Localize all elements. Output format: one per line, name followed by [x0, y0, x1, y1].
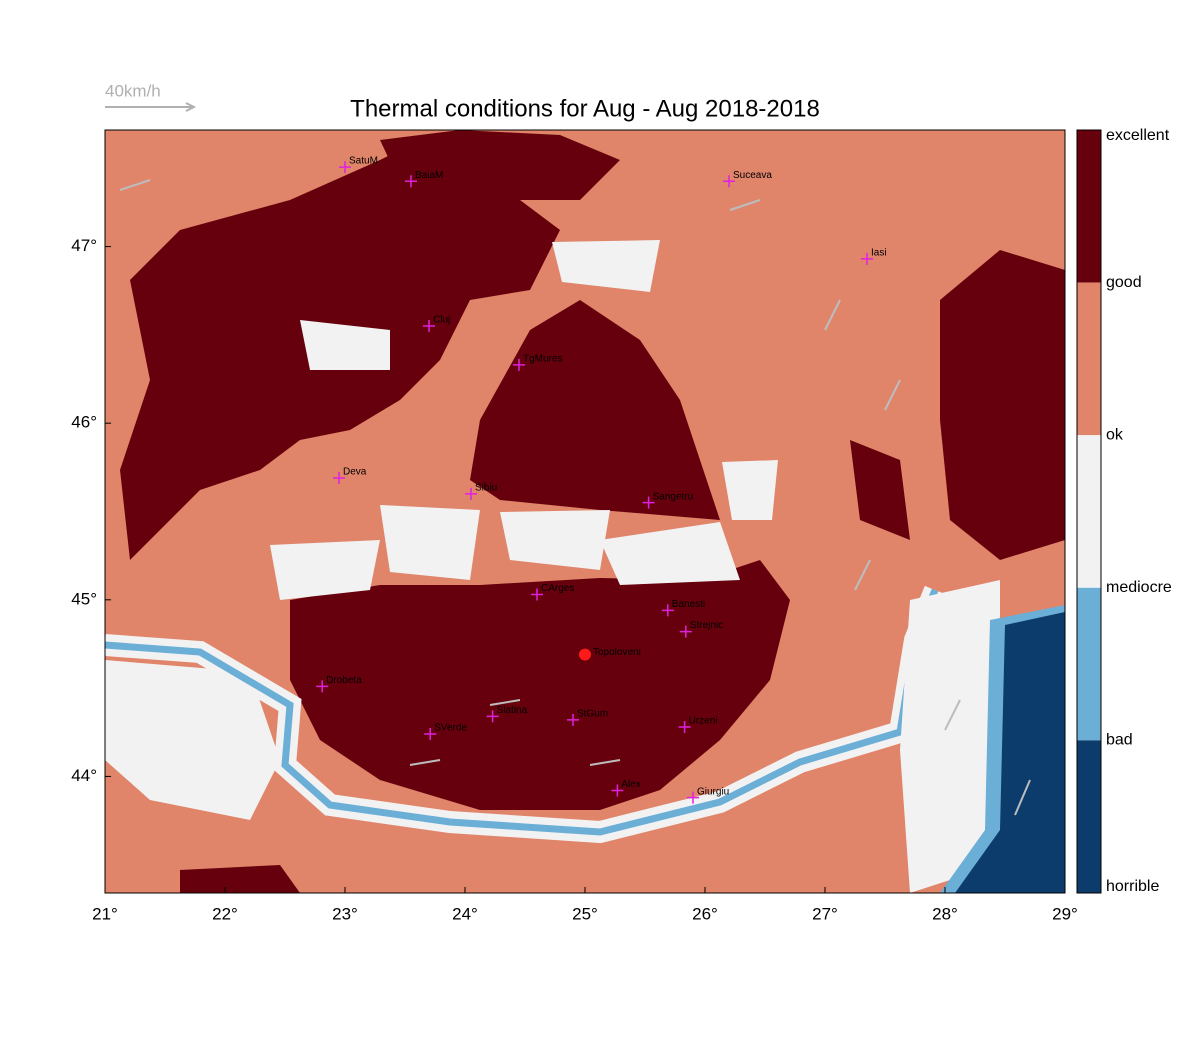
city-marker [642, 496, 655, 509]
colorbar-band [1077, 587, 1101, 741]
x-tick-label: 24° [452, 904, 478, 923]
site-label: Topoloveni [593, 647, 641, 658]
excellent-region [940, 250, 1065, 560]
city-label: Alex [621, 779, 640, 790]
excellent-region [290, 560, 790, 810]
excellent-region [470, 300, 720, 520]
wind-arrows [119, 179, 1031, 816]
city-marker [567, 713, 579, 726]
mediocre-region [270, 540, 380, 600]
colorbar-label: good [1106, 274, 1142, 291]
y-tick-label: 46° [71, 413, 97, 432]
mediocre-region [380, 505, 480, 580]
excellent-region [850, 440, 910, 540]
city-marker [678, 720, 691, 733]
city-marker [679, 625, 692, 638]
city-marker [465, 487, 477, 500]
city-marker [486, 710, 499, 723]
city-marker [423, 320, 435, 333]
colorbar-label: ok [1106, 426, 1124, 443]
mediocre-region [900, 580, 1000, 893]
x-tick-label: 27° [812, 904, 838, 923]
mediocre-region [300, 320, 390, 370]
city-label: Slatina [497, 705, 528, 716]
city-label: SVerde [434, 723, 467, 734]
excellent-region [180, 865, 300, 893]
x-tick-label: 28° [932, 904, 958, 923]
x-tick-label: 26° [692, 904, 718, 923]
city-marker [861, 252, 873, 265]
colorbar-label: bad [1106, 732, 1133, 749]
horrible-region [955, 612, 1065, 893]
city-label: Strejnic [690, 620, 723, 631]
city-label: Giurgiu [697, 786, 729, 797]
city-label: Deva [343, 467, 367, 478]
city-marker [661, 604, 674, 617]
city-label: Iasi [871, 248, 887, 259]
city-label: Suceava [733, 170, 772, 181]
colorbar-frame [1076, 129, 1102, 894]
title: Thermal conditions for Aug - Aug 2018-20… [350, 95, 820, 122]
city-label: TgMures [523, 354, 562, 365]
city-label: Urzeni [689, 716, 718, 727]
city-marker [339, 161, 351, 174]
colorbar-band [1077, 130, 1101, 283]
city-label: BaiaM [415, 170, 443, 181]
x-tick-label: 23° [332, 904, 358, 923]
wind-scale-arrowhead [185, 102, 197, 112]
y-tick-label: 44° [71, 766, 97, 785]
city-marker [611, 784, 624, 797]
map-layers [105, 130, 1065, 893]
city-label: SatuM [349, 156, 378, 167]
city-marker [424, 728, 437, 741]
mediocre-region [105, 660, 280, 820]
colorbar-label: horrible [1106, 878, 1159, 895]
mediocre-region [552, 240, 660, 292]
mediocre-region [500, 510, 610, 570]
city-label: Banesti [672, 599, 705, 610]
city-marker [723, 175, 735, 188]
y-tick-label: 47° [71, 236, 97, 255]
city-marker [687, 791, 699, 804]
colorbar-label: mediocre [1106, 579, 1172, 596]
x-tick-label: 29° [1052, 904, 1078, 923]
city-marker [316, 680, 329, 693]
city-label: Sangetru [653, 491, 694, 502]
x-tick-label: 22° [212, 904, 238, 923]
city-label: Drobeta [326, 675, 362, 686]
y-tick-label: 45° [71, 589, 97, 608]
city-label: CArges [541, 583, 574, 594]
city-marker [531, 588, 543, 601]
colorbar-band [1077, 740, 1101, 893]
mediocre-region [600, 522, 740, 585]
city-label: Sibiu [475, 482, 497, 493]
wind-scale-label: 40km/h [105, 81, 161, 100]
site-marker [579, 648, 591, 661]
city-label: StGum [577, 709, 608, 720]
city-marker [405, 175, 417, 188]
colorbar-band [1077, 282, 1101, 436]
x-tick-label: 21° [92, 904, 118, 923]
city-marker [513, 358, 525, 371]
colorbar-band [1077, 435, 1101, 588]
excellent-region [380, 130, 620, 230]
colorbar-label: excellent [1106, 127, 1170, 144]
city-marker [333, 471, 345, 484]
mediocre-region [722, 460, 778, 520]
x-tick-label: 25° [572, 904, 598, 923]
city-label: Cluj [433, 315, 450, 326]
